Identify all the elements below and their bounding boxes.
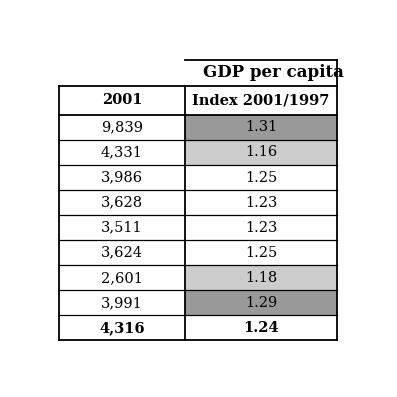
Bar (185, 290, 337, 316)
Text: 4,331: 4,331 (101, 145, 143, 160)
Text: 1.25: 1.25 (245, 246, 277, 260)
Text: 1.29: 1.29 (245, 296, 277, 310)
Text: 3,991: 3,991 (101, 296, 143, 310)
Text: 1.18: 1.18 (245, 271, 277, 285)
Text: 1.23: 1.23 (245, 221, 278, 235)
Text: 4,316: 4,316 (99, 321, 145, 335)
Text: Index 2001/1997: Index 2001/1997 (193, 93, 330, 107)
Text: 3,624: 3,624 (101, 246, 143, 260)
Text: 3,511: 3,511 (101, 221, 143, 235)
Bar (185, 140, 337, 165)
Text: GDP per capita: GDP per capita (203, 64, 344, 81)
Text: 1.24: 1.24 (243, 321, 279, 335)
Text: 1.23: 1.23 (245, 196, 278, 210)
Text: 9,839: 9,839 (101, 120, 143, 135)
Text: 3,628: 3,628 (101, 196, 143, 210)
Text: 1.31: 1.31 (245, 120, 277, 135)
Bar (185, 265, 337, 290)
Text: 1.16: 1.16 (245, 145, 277, 160)
Text: 1.25: 1.25 (245, 171, 277, 185)
Text: 3,986: 3,986 (101, 171, 143, 185)
Bar (185, 115, 337, 140)
Text: 2,601: 2,601 (101, 271, 143, 285)
Text: 2001: 2001 (102, 93, 142, 107)
